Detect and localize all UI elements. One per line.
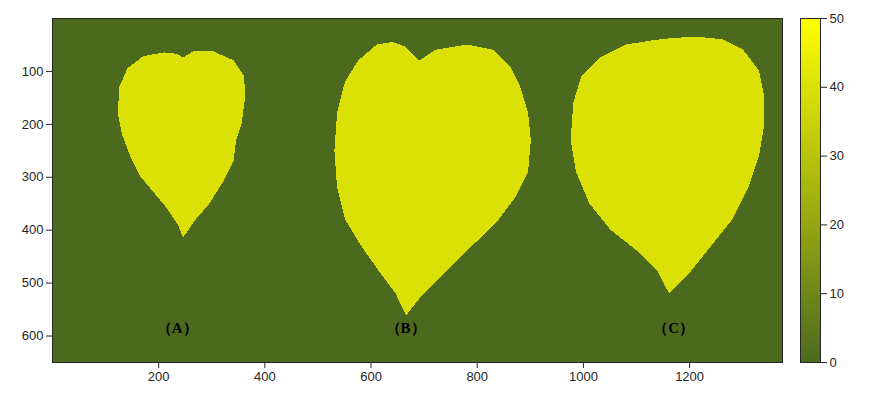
svg-text:40: 40 bbox=[830, 79, 844, 94]
svg-text:600: 600 bbox=[360, 369, 382, 384]
svg-text:10: 10 bbox=[830, 286, 844, 301]
svg-text:300: 300 bbox=[22, 169, 44, 184]
svg-text:50: 50 bbox=[830, 11, 844, 26]
svg-text:400: 400 bbox=[254, 369, 276, 384]
svg-text:（A）: （A） bbox=[157, 320, 198, 336]
svg-text:100: 100 bbox=[22, 64, 44, 79]
svg-text:200: 200 bbox=[148, 369, 170, 384]
svg-text:20: 20 bbox=[830, 217, 844, 232]
svg-text:（B）: （B） bbox=[386, 320, 426, 336]
svg-text:400: 400 bbox=[22, 222, 44, 237]
svg-text:1000: 1000 bbox=[569, 369, 598, 384]
svg-text:200: 200 bbox=[22, 117, 44, 132]
svg-text:30: 30 bbox=[830, 148, 844, 163]
svg-text:（C）: （C） bbox=[653, 320, 694, 336]
svg-text:800: 800 bbox=[466, 369, 488, 384]
svg-text:500: 500 bbox=[22, 275, 44, 290]
svg-text:600: 600 bbox=[22, 328, 44, 343]
svg-text:1200: 1200 bbox=[675, 369, 704, 384]
svg-text:0: 0 bbox=[830, 355, 837, 370]
